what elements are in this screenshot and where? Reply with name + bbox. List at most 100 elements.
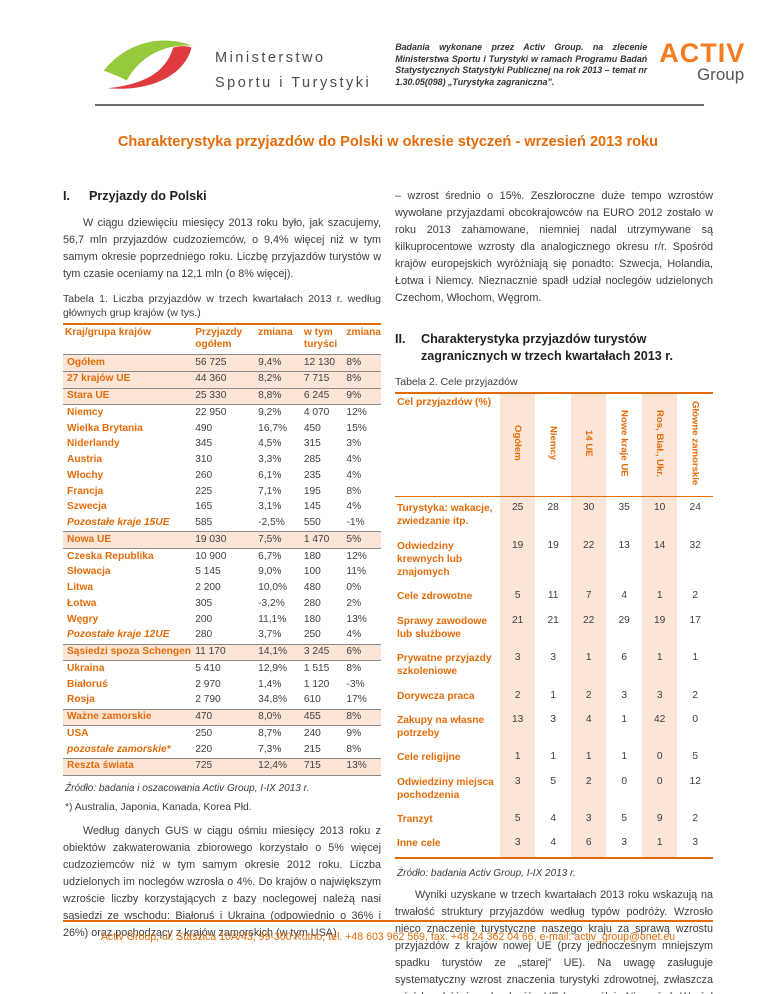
table2-row: Turystyka: wakacje, zwiedzanie itp. 25 28 3… bbox=[395, 496, 713, 535]
table2-cell-5: 2 bbox=[692, 590, 699, 602]
table1-col-header-4: zmiana bbox=[346, 326, 381, 338]
table1-cell-3: -1% bbox=[346, 517, 365, 529]
section2-heading: II. Charakterystyka przyjazdów turystów … bbox=[395, 331, 713, 365]
table1-source: Źródło: badania i oszacowania Activ Grou… bbox=[65, 782, 310, 794]
table1-cell-1: 8,0% bbox=[258, 711, 282, 723]
table1-cell-3: 11% bbox=[346, 566, 367, 578]
table1-cell-1: 7,3% bbox=[258, 743, 282, 755]
table1-row: Włochy 260 6,1% 235 4% bbox=[63, 468, 381, 484]
table1-cell-1: 6,1% bbox=[258, 469, 282, 481]
table1-row-label: Francja bbox=[67, 485, 104, 497]
table1-row-label: Włochy bbox=[67, 469, 104, 481]
table1-row: Łotwa 305 -3,2% 280 2% bbox=[63, 596, 381, 612]
table2-row-label: Turystyka: wakacje, zwiedzanie itp. bbox=[397, 503, 493, 528]
table1-cell-3: -3% bbox=[346, 678, 365, 690]
table1-cell-3: 17% bbox=[346, 694, 367, 706]
table1-cell-0: 200 bbox=[195, 613, 213, 625]
table1-cell-1: 4,5% bbox=[258, 438, 282, 450]
table1-cell-1: -3,2% bbox=[258, 597, 285, 609]
table1-cell-3: 4% bbox=[346, 501, 362, 513]
table1-cell-3: 8% bbox=[346, 485, 362, 497]
table1-row-label: Pozostałe kraje 15UE bbox=[67, 517, 170, 529]
table1-row: Słowacja 5 145 9,0% 100 11% bbox=[63, 565, 381, 581]
content-columns: I. Przyjazdy do Polski W ciągu dziewięci… bbox=[63, 188, 713, 994]
table1-col-header-2: zmiana bbox=[258, 326, 293, 338]
header-note: Badania wykonane przez Activ Group. na z… bbox=[395, 42, 648, 87]
section1-paragraph2: Według danych GUS w ciągu ośmiu miesięcy… bbox=[63, 824, 381, 939]
ministry-name-line1: Ministerstwo bbox=[215, 50, 326, 66]
table1-cell-1: -2,5% bbox=[258, 517, 285, 529]
table2-col-header-text-0: Ogółem bbox=[512, 425, 524, 462]
table1-cell-2: 450 bbox=[303, 422, 321, 434]
table1-cell-3: 0% bbox=[346, 582, 362, 594]
table1-cell-0: 220 bbox=[195, 743, 213, 755]
table1-row: Szwecja 165 3,1% 145 4% bbox=[63, 500, 381, 516]
table1-cell-0: 2 970 bbox=[195, 678, 221, 690]
table1-row-label: Szwecja bbox=[67, 501, 107, 513]
table1-cell-3: 9% bbox=[346, 390, 362, 402]
table2-cell-0: 25 bbox=[499, 496, 536, 535]
section1-heading: I. Przyjazdy do Polski bbox=[63, 188, 381, 205]
table2-cell-2: 7 bbox=[570, 585, 607, 610]
table1-row: Stara UE 25 330 8,8% 6 245 9% bbox=[63, 388, 381, 405]
table1-cell-0: 44 360 bbox=[195, 373, 227, 385]
table2-cell-4: 1 bbox=[641, 832, 678, 858]
table1-row: Pozostałe kraje 15UE 585 -2,5% 550 -1% bbox=[63, 516, 381, 532]
table1-row-label: Ważne zamorskie bbox=[67, 711, 152, 723]
table1-cell-2: 6 245 bbox=[303, 390, 330, 402]
table2-cell-3: 29 bbox=[618, 614, 630, 626]
activ-group-logo: ACTIV Group bbox=[659, 40, 745, 84]
table2-cell-2: 1 bbox=[570, 746, 607, 771]
table1-cell-2: 280 bbox=[303, 597, 321, 609]
table1-cell-3: 4% bbox=[346, 454, 362, 466]
table2-cell-0: 21 bbox=[499, 609, 536, 647]
table2-cell-3: 6 bbox=[621, 652, 628, 663]
table2-row: Cele zdrowotne 5 11 7 4 1 2 bbox=[395, 585, 713, 610]
table2-cell-0: 3 bbox=[499, 770, 536, 808]
table1-cell-3: 15% bbox=[346, 422, 367, 434]
table2-header: Cel przyjazdów (%) Ogółem Niemcy 14 UE Nowe … bbox=[395, 392, 713, 497]
table2-row-label: Odwiedziny krewnych lub znajomych bbox=[397, 540, 463, 579]
section2-number: II. bbox=[395, 332, 406, 347]
table2-caption: Tabela 2. Cele przyjazdów bbox=[395, 376, 518, 389]
table2-cell-4: 3 bbox=[641, 684, 678, 709]
table2-cell-0: 5 bbox=[499, 808, 536, 833]
table2-cell-3: 4 bbox=[621, 590, 628, 602]
section1-paragraph1: W ciągu dziewięciu miesięcy 2013 roku by… bbox=[63, 217, 381, 281]
table1-cell-1: 3,3% bbox=[258, 454, 282, 466]
table1-cell-0: 19 030 bbox=[195, 533, 227, 545]
table1-row-label: Ukraina bbox=[67, 662, 105, 674]
table1-header: Kraj/grupa krajów Przyjazdy ogółem zmiana w… bbox=[63, 324, 381, 355]
ministry-logo-icon bbox=[103, 40, 193, 89]
table1-col-header-1: Przyjazdy ogółem bbox=[195, 326, 243, 351]
table1-row-label: Stara UE bbox=[67, 390, 110, 402]
table1-row-label: Austria bbox=[67, 454, 103, 466]
table2-cell-2: 22 bbox=[570, 609, 607, 647]
table2-cell-4: 14 bbox=[641, 534, 678, 586]
table2-col-header-0: Ogółem bbox=[499, 392, 536, 497]
table1-row: Białoruś 2 970 1,4% 1 120 -3% bbox=[63, 677, 381, 693]
page-title: Charakterystyka przyjazdów do Polski w o… bbox=[117, 134, 659, 150]
table1-arrivals: Kraj/grupa krajów Przyjazdy ogółem zmiana w… bbox=[63, 322, 381, 776]
table2-row: Cele religijne 1 1 1 1 0 5 bbox=[395, 746, 713, 771]
table2-cell-3: 13 bbox=[618, 539, 630, 551]
table1-cell-1: 9,4% bbox=[258, 356, 282, 368]
table2-cell-4: 1 bbox=[641, 585, 678, 610]
table2-cell-0: 19 bbox=[499, 534, 536, 586]
table2-col-header-text-2: 14 UE bbox=[583, 429, 595, 457]
table2-row: Prywatne przyjazdy szkoleniowe 3 3 1 6 1 1 bbox=[395, 647, 713, 685]
table2-row-label: Inne cele bbox=[397, 838, 441, 850]
table1-cell-0: 2 200 bbox=[195, 582, 221, 594]
table1-cell-1: 3,7% bbox=[258, 629, 282, 641]
table2-cell-1: 19 bbox=[547, 539, 559, 551]
table2-col-header-5: Główne zamorskie bbox=[677, 393, 713, 497]
table1-row-label: Łotwa bbox=[67, 597, 97, 609]
table2-source: Źródło: badania Activ Group, I-IX 2013 r… bbox=[397, 867, 576, 879]
table2-cell-1: 3 bbox=[550, 652, 557, 663]
table1-cell-2: 4 070 bbox=[303, 406, 330, 418]
table2-cell-2: 1 bbox=[570, 647, 607, 685]
table2-cell-5: 5 bbox=[692, 751, 699, 763]
table2-cell-1: 5 bbox=[550, 775, 557, 787]
table2-cell-2: 2 bbox=[570, 684, 607, 709]
